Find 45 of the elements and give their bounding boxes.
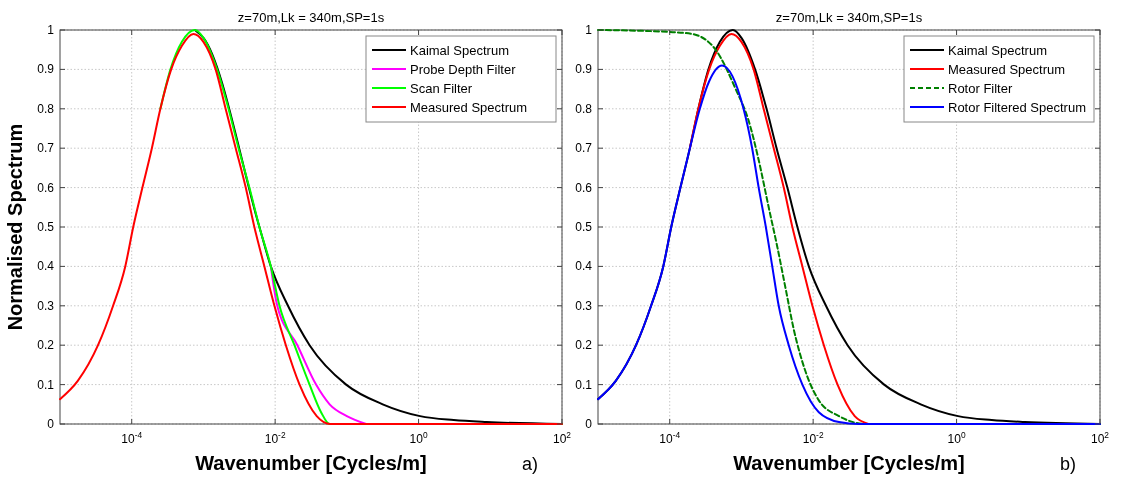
y-tick-label: 0.1	[37, 377, 55, 392]
x-tick-label: 10$^{-4}$	[121, 430, 143, 446]
x-tick-label: 10$^{-4}$	[659, 430, 681, 446]
legend-label: Rotor Filtered Spectrum	[948, 100, 1086, 115]
text: a)	[522, 454, 539, 474]
legend-label: Scan Filter	[410, 81, 473, 96]
y-tick-label: 0.8	[575, 101, 593, 116]
x-tick-label: 10$^{-2}$	[264, 430, 286, 446]
y-tick-label: 0.9	[37, 62, 55, 77]
legend-label: Probe Depth Filter	[410, 62, 517, 77]
chart-title: z=70m,Lk = 340m,SP=1s	[237, 10, 385, 25]
legend-label: Measured Spectrum	[948, 62, 1066, 77]
y-tick-label: 0.4	[575, 259, 593, 274]
x-tick-label: 10$^{0}$	[409, 430, 428, 446]
x-axis-title: Wavenumber [Cycles/m]	[733, 452, 965, 474]
y-tick-label: 0.2	[37, 338, 55, 353]
chart-title: z=70m,Lk = 340m,SP=1s	[775, 10, 923, 25]
legend-label: Measured Spectrum	[410, 100, 528, 115]
y-tick-label: 0.9	[575, 62, 593, 77]
legend-label: Kaimal Spectrum	[948, 43, 1047, 58]
y-tick-label: 0.3	[575, 298, 593, 313]
y-tick-label: 0.4	[37, 259, 55, 274]
y-tick-label: 0.7	[37, 141, 55, 156]
legend-label: Kaimal Spectrum	[410, 43, 509, 58]
y-tick-label: 1	[585, 23, 593, 37]
y-tick-label: 0	[47, 417, 55, 431]
y-tick-label: 0.6	[37, 180, 55, 195]
y-tick-label: 0.7	[575, 141, 593, 156]
text: b)	[1060, 454, 1077, 474]
y-tick-label: 0.5	[37, 220, 55, 234]
y-tick-label: 0.2	[575, 338, 593, 353]
y-tick-label: 1	[47, 23, 55, 37]
y-tick-label: 0.1	[575, 377, 593, 392]
x-tick-label: 10$^{0}$	[947, 430, 966, 446]
y-tick-label: 0	[585, 417, 593, 431]
x-tick-label: 10$^{2}$	[1090, 430, 1110, 446]
y-tick-label: 0.3	[37, 298, 55, 313]
x-tick-label: 10$^{2}$	[552, 430, 572, 446]
y-axis-title: Normalised Spectrum	[4, 123, 26, 331]
x-axis-title: Wavenumber [Cycles/m]	[195, 452, 427, 474]
y-tick-label: 0.6	[575, 180, 593, 195]
y-tick-label: 0.5	[575, 220, 593, 234]
x-tick-label: 10$^{-2}$	[802, 430, 824, 446]
y-tick-label: 0.8	[37, 101, 55, 116]
legend-label: Rotor Filter	[948, 81, 1013, 96]
